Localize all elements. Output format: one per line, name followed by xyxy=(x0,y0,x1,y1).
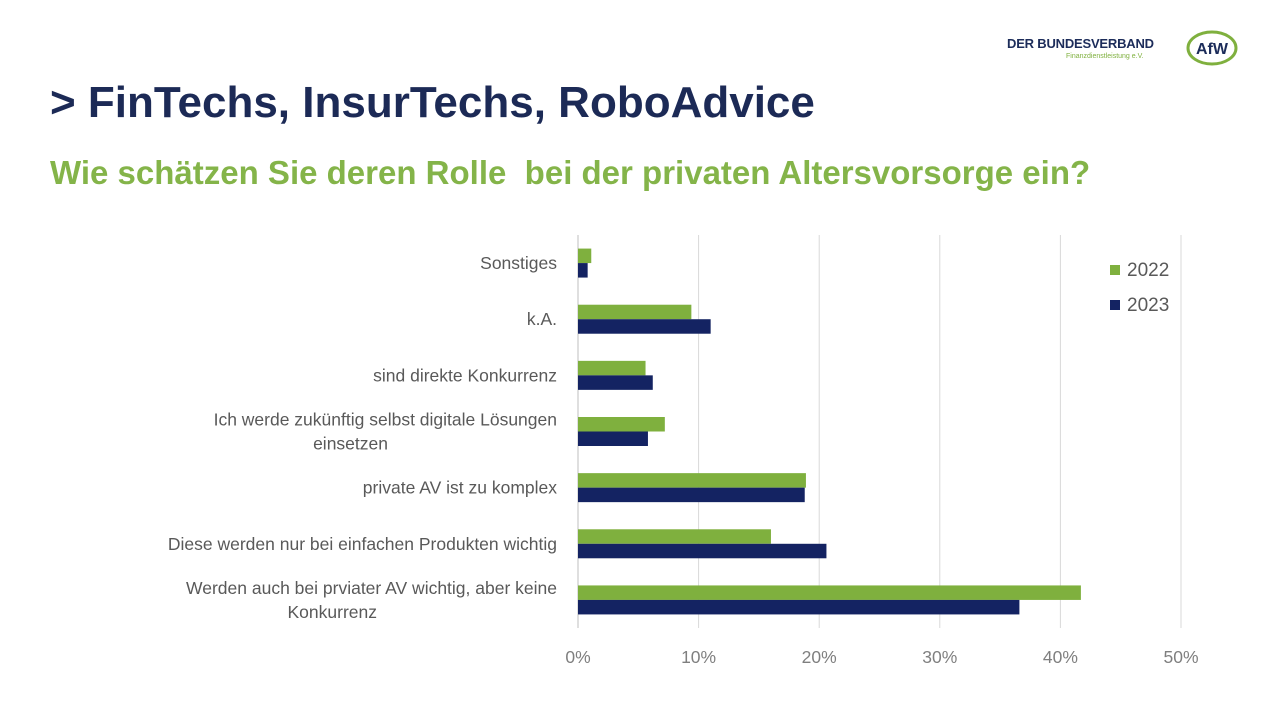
bar-2023 xyxy=(578,263,588,278)
x-tick-label: 40% xyxy=(1043,647,1078,667)
bar-2023 xyxy=(578,319,711,334)
legend-label: 2022 xyxy=(1127,260,1169,281)
page-title: > FinTechs, InsurTechs, RoboAdvice xyxy=(50,78,815,127)
category-label: private AV ist zu komplex xyxy=(363,478,557,498)
bar-2022 xyxy=(578,248,592,264)
category-label: k.A. xyxy=(527,309,557,329)
bar-2023 xyxy=(578,375,653,390)
x-tick-label: 30% xyxy=(922,647,957,667)
bar-2022 xyxy=(578,585,1081,600)
legend-swatch xyxy=(1110,300,1120,310)
bar-2022 xyxy=(578,473,806,488)
x-tick-label: 20% xyxy=(802,647,837,667)
afw-logo: DER BUNDESVERBAND Finanzdienstleistung e… xyxy=(1004,30,1240,70)
bar-2023 xyxy=(578,543,827,559)
logo-text: DER BUNDESVERBAND xyxy=(1007,36,1154,51)
legend-label: 2023 xyxy=(1127,295,1169,316)
bar-2022 xyxy=(578,360,646,376)
bar-2022 xyxy=(578,529,771,544)
bar-2023 xyxy=(578,431,648,446)
legend-swatch xyxy=(1110,265,1120,275)
page-subtitle: Wie schätzen Sie deren Rolle bei der pri… xyxy=(50,154,1091,191)
category-label: Ich werde zukünftig selbst digitale Lösu… xyxy=(214,410,557,430)
afw-badge-icon: AfW xyxy=(1186,30,1238,66)
x-tick-label: 50% xyxy=(1163,647,1198,667)
category-label: Diese werden nur bei einfachen Produkten… xyxy=(168,534,557,554)
bar-2023 xyxy=(578,487,805,503)
x-tick-label: 0% xyxy=(565,647,590,667)
bar-2023 xyxy=(578,599,1020,615)
bar-2022 xyxy=(578,304,692,320)
category-label: Sonstiges xyxy=(480,253,557,273)
category-label: einsetzen xyxy=(313,434,388,454)
bar-2022 xyxy=(578,417,665,432)
category-label: Werden auch bei prviater AV wichtig, abe… xyxy=(186,578,557,598)
logo-badge-text: AfW xyxy=(1196,41,1229,58)
logo-subtext: Finanzdienstleistung e.V. xyxy=(1066,53,1144,60)
x-tick-label: 10% xyxy=(681,647,716,667)
category-label: sind direkte Konkurrenz xyxy=(373,365,557,385)
category-label: Konkurrenz xyxy=(288,602,378,622)
